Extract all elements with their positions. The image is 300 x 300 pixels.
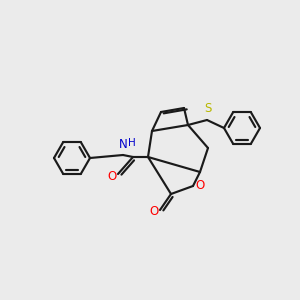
Text: H: H	[128, 138, 136, 148]
Text: N: N	[119, 137, 128, 151]
Text: O: O	[149, 205, 159, 218]
Text: S: S	[204, 102, 211, 115]
Text: O: O	[195, 178, 204, 192]
Text: O: O	[107, 170, 117, 183]
